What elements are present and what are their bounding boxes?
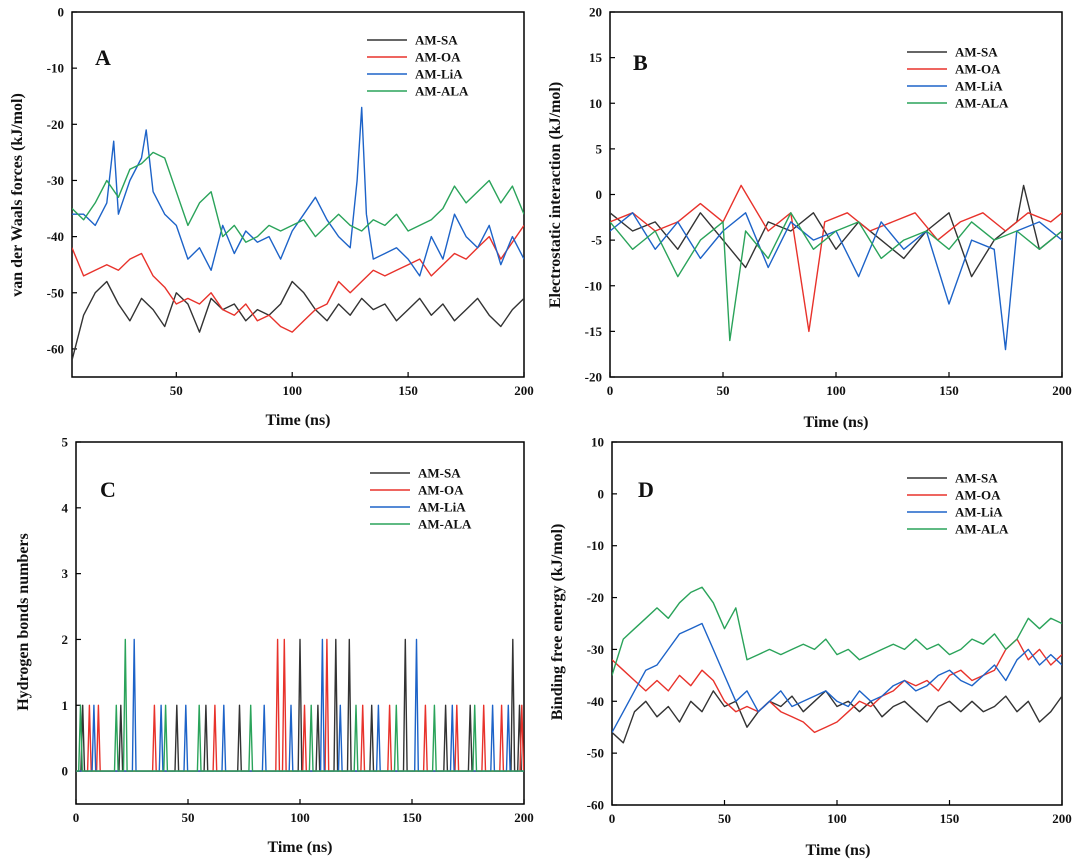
- panel-c-ytick-label: 3: [62, 566, 69, 581]
- panel-c-series-am-oa: [76, 638, 524, 772]
- panel-a-ytick-label: -20: [47, 117, 64, 132]
- panel-a-xtick-label: 200: [514, 383, 534, 398]
- panel-a-legend-label: AM-ALA: [415, 84, 469, 99]
- panel-b-xtick-label: 200: [1052, 383, 1072, 398]
- panel-c-xtick-label: 200: [514, 810, 534, 825]
- panel-d-legend-label: AM-LiA: [955, 505, 1003, 520]
- panel-c-series-am-ala: [76, 638, 524, 772]
- panel-d-xtick-label: 50: [718, 811, 731, 826]
- panel-d-legend-label: AM-SA: [955, 471, 998, 486]
- panel-a-letter: A: [95, 45, 111, 70]
- panel-d-ytick-label: -30: [587, 642, 604, 657]
- panel-d-xtick-label: 0: [609, 811, 616, 826]
- panel-d-ytick-label: -50: [587, 746, 604, 761]
- panel-b-ytick-label: -5: [591, 233, 602, 248]
- panel-a-ytick-label: -30: [47, 173, 64, 188]
- panel-b-ytick-label: 20: [589, 5, 602, 20]
- panel-a: A Time (ns) van der Waals forces (kJ/mol…: [9, 5, 534, 430]
- panel-a-ytick-label: -40: [47, 229, 64, 244]
- panel-a-xtick-label: 150: [398, 383, 418, 398]
- panel-d-ytick-label: 0: [598, 486, 605, 501]
- panel-b: B Time (ns) Electrostatic interaction (k…: [547, 5, 1072, 432]
- panel-c: C Time (ns) Hydrogen bonds numbers 0 50 10…: [15, 435, 534, 857]
- panel-d-ytick-label: -20: [587, 590, 604, 605]
- panel-a-xtick-label: 50: [170, 383, 183, 398]
- panel-d-ytick-label: -10: [587, 538, 604, 553]
- panel-a-legend-label: AM-SA: [415, 33, 458, 48]
- panel-d-legend-label: AM-OA: [955, 488, 1001, 503]
- panel-d-series-am-oa: [612, 638, 1062, 734]
- panel-b-legend-label: AM-OA: [955, 62, 1001, 77]
- panel-c-legend-label: AM-LiA: [418, 500, 466, 515]
- panel-c-xtick-label: 50: [182, 810, 195, 825]
- panel-b-letter: B: [633, 50, 648, 75]
- panel-c-legend-label: AM-SA: [418, 466, 461, 481]
- panel-b-ytick-label: -15: [585, 324, 603, 339]
- panel-d-letter: D: [638, 477, 654, 502]
- panel-d-xtick-label: 100: [827, 811, 847, 826]
- panel-a-series-am-lia: [72, 106, 524, 277]
- panel-d-series-am-lia: [612, 622, 1062, 733]
- panel-b-ytick-label: -10: [585, 278, 602, 293]
- panel-c-ytick-label: 5: [62, 435, 69, 450]
- panel-d-series-am-sa: [612, 690, 1062, 744]
- panel-a-frame: [71, 11, 525, 378]
- panel-d-legend-label: AM-ALA: [955, 522, 1009, 537]
- panel-b-ytick-label: -20: [585, 370, 602, 385]
- panel-b-legend-label: AM-SA: [955, 45, 998, 60]
- panel-c-xlabel: Time (ns): [267, 839, 332, 856]
- panel-a-legend-label: AM-LiA: [415, 67, 463, 82]
- panel-d-xtick-label: 200: [1052, 811, 1072, 826]
- panel-b-ylabel: Electrostatic interaction (kJ/mol): [547, 82, 564, 308]
- panel-a-xtick-label: 100: [282, 383, 302, 398]
- panel-d-ytick-label: -60: [587, 798, 604, 813]
- panel-a-series-am-sa: [72, 280, 524, 361]
- panel-b-legend-label: AM-ALA: [955, 96, 1009, 111]
- panel-b-ytick-label: 15: [589, 50, 603, 65]
- panel-c-legend-label: AM-OA: [418, 483, 464, 498]
- panel-d-ylabel: Binding free energy (kJ/mol): [549, 524, 566, 721]
- panel-d-xtick-label: 150: [940, 811, 960, 826]
- panel-c-ytick-label: 2: [62, 632, 69, 647]
- panel-a-series-am-ala: [72, 151, 524, 243]
- panel-d-ytick-label: -40: [587, 694, 604, 709]
- panel-b-series-am-ala: [610, 212, 1062, 342]
- panel-b-xtick-label: 0: [607, 383, 614, 398]
- panel-c-xtick-label: 150: [402, 810, 422, 825]
- panel-a-series-am-oa: [72, 225, 524, 333]
- panel-a-xlabel: Time (ns): [265, 412, 330, 429]
- panel-c-ytick-label: 1: [62, 698, 69, 713]
- panel-b-legend-label: AM-LiA: [955, 79, 1003, 94]
- panel-d: D Time (ns) Binding free energy (kJ/mol)…: [549, 435, 1072, 860]
- panel-b-series-am-oa: [610, 184, 1062, 333]
- panel-b-ytick-label: 5: [596, 141, 603, 156]
- panel-b-series-am-lia: [610, 212, 1062, 351]
- panel-c-ytick-label: 0: [62, 764, 69, 779]
- panel-a-ytick-label: 0: [58, 5, 65, 20]
- panel-d-ytick-label: 10: [591, 435, 604, 450]
- panel-c-xtick-label: 100: [290, 810, 310, 825]
- panel-a-ylabel: van der Waals forces (kJ/mol): [9, 93, 26, 297]
- panel-d-xlabel: Time (ns): [805, 842, 870, 859]
- panel-a-ytick-label: -10: [47, 61, 64, 76]
- panel-a-legend-label: AM-OA: [415, 50, 461, 65]
- panel-b-xtick-label: 100: [826, 383, 846, 398]
- panel-d-series-am-ala: [612, 586, 1062, 676]
- panel-b-ytick-label: 0: [596, 187, 603, 202]
- panel-c-ytick-label: 4: [62, 500, 69, 515]
- panel-c-xtick-label: 0: [73, 810, 80, 825]
- panel-c-series-am-sa: [76, 638, 524, 772]
- panel-a-ytick-label: -60: [47, 341, 64, 356]
- panel-b-xtick-label: 50: [717, 383, 730, 398]
- panel-c-ylabel: Hydrogen bonds numbers: [15, 533, 32, 711]
- panel-c-legend-label: AM-ALA: [418, 517, 472, 532]
- panel-b-ytick-label: 10: [589, 96, 602, 111]
- panel-a-ytick-label: -50: [47, 285, 64, 300]
- panel-b-xlabel: Time (ns): [803, 414, 868, 431]
- panel-c-letter: C: [100, 477, 116, 502]
- panel-b-xtick-label: 150: [939, 383, 959, 398]
